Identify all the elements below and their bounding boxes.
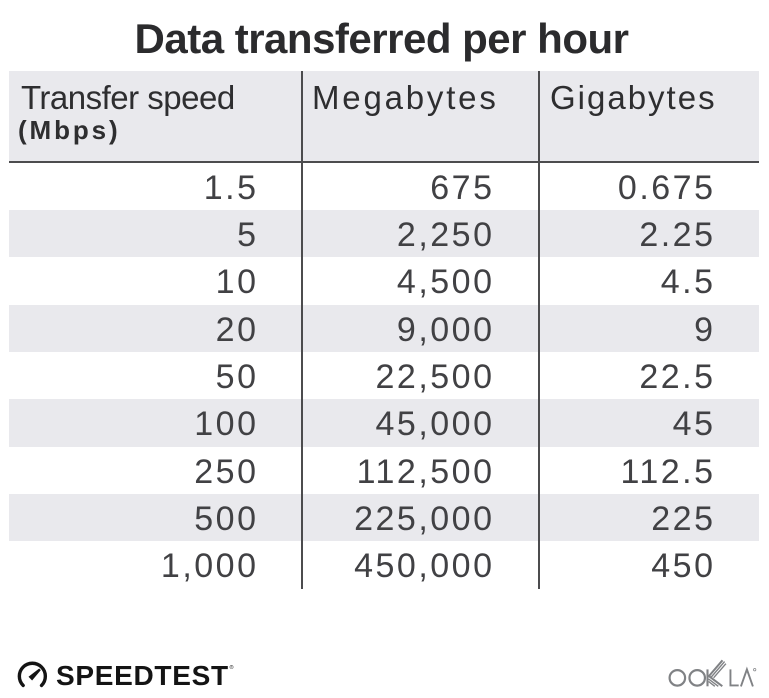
- svg-text:SPEEDTEST: SPEEDTEST: [56, 660, 229, 691]
- svg-text:®: ®: [230, 664, 234, 671]
